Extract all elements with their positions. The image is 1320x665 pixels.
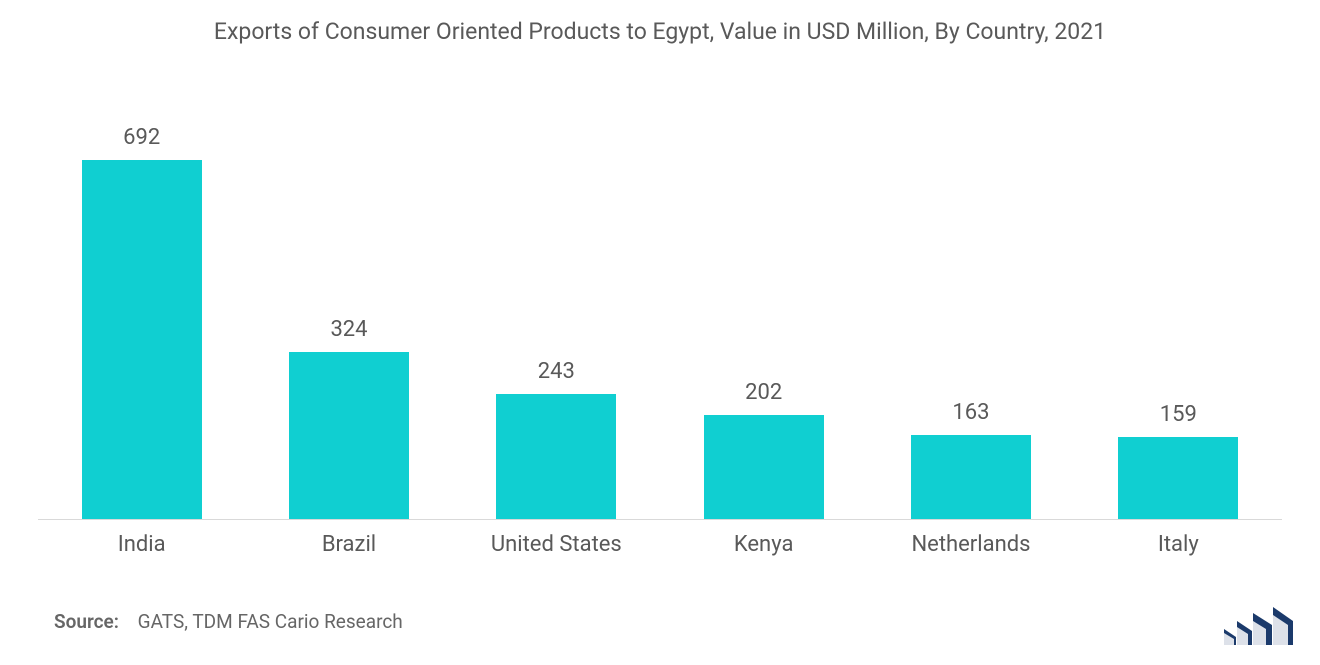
bar-value-label: 163 [952, 400, 989, 425]
bar [82, 160, 202, 520]
bar-column: 163 [867, 90, 1074, 520]
bar [704, 415, 824, 520]
bar [1118, 437, 1238, 520]
source-label: Source: [54, 610, 119, 633]
bar-column: 202 [660, 90, 867, 520]
x-axis-tick-label: Netherlands [867, 520, 1074, 557]
bar [911, 435, 1031, 520]
source-attribution: Source: GATS, TDM FAS Cario Research [54, 610, 403, 633]
x-axis-tick-label: India [38, 520, 245, 557]
bar [289, 352, 409, 520]
bar-column: 324 [245, 90, 452, 520]
bar-column: 159 [1075, 90, 1282, 520]
bar-column: 243 [453, 90, 660, 520]
bar [496, 394, 616, 520]
mordor-logo-icon [1222, 607, 1294, 647]
x-axis-tick-label: Kenya [660, 520, 867, 557]
source-text: GATS, TDM FAS Cario Research [138, 610, 403, 633]
bar-value-label: 159 [1160, 402, 1197, 427]
bar-value-label: 243 [538, 359, 575, 384]
chart-title: Exports of Consumer Oriented Products to… [0, 18, 1320, 45]
x-axis-labels: IndiaBrazilUnited StatesKenyaNetherlands… [38, 520, 1282, 557]
bar-value-label: 692 [123, 125, 160, 150]
bar-value-label: 202 [745, 380, 782, 405]
x-axis-tick-label: United States [453, 520, 660, 557]
x-axis-tick-label: Brazil [245, 520, 452, 557]
x-axis-tick-label: Italy [1075, 520, 1282, 557]
bar-value-label: 324 [330, 317, 367, 342]
bar-chart-plot: 692 324 243 202 163 159 [38, 90, 1282, 520]
bar-column: 692 [38, 90, 245, 520]
